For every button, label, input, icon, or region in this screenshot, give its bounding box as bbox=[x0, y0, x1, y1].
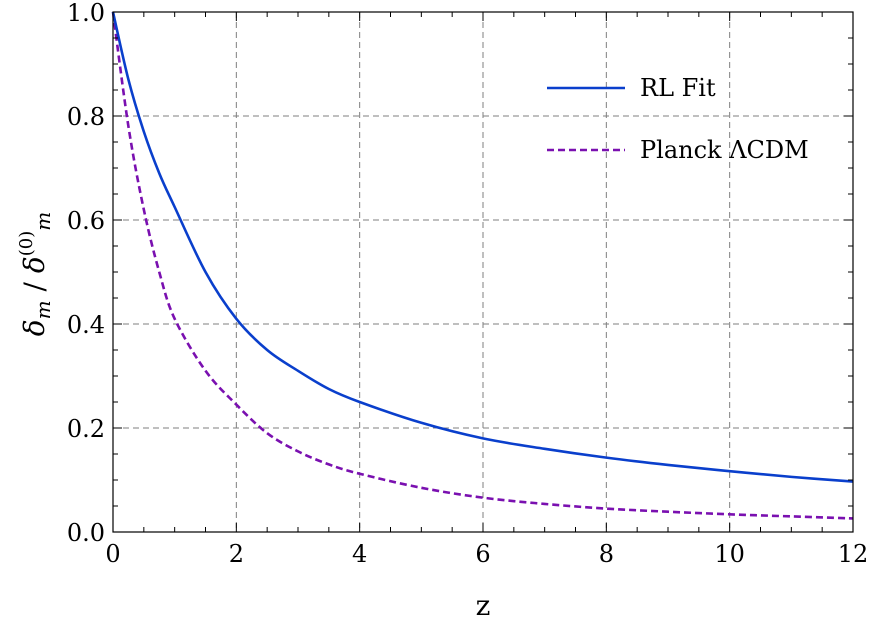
series-line-rl-fit bbox=[111, 11, 854, 483]
y-tick-label: 0.6 bbox=[67, 207, 105, 235]
x-tick-label: 8 bbox=[599, 540, 614, 568]
legend-label: RL Fit bbox=[640, 74, 716, 102]
ticks bbox=[112, 11, 854, 533]
x-tick-label: 2 bbox=[229, 540, 244, 568]
y-tick-label: 0.0 bbox=[67, 519, 105, 547]
x-tick-label: 10 bbox=[714, 540, 745, 568]
grid bbox=[113, 12, 853, 532]
legend-label: Planck ΛCDM bbox=[640, 136, 809, 164]
y-label-num-sub: m bbox=[31, 300, 55, 319]
x-tick-label: 6 bbox=[475, 540, 490, 568]
series-line-planck-lcdm bbox=[111, 11, 854, 520]
legend: RL Fit Planck ΛCDM bbox=[547, 74, 809, 164]
x-tick-label: 0 bbox=[105, 540, 120, 568]
x-tick-label: 12 bbox=[838, 540, 869, 568]
series-lines bbox=[111, 11, 854, 520]
y-tick-label: 0.2 bbox=[67, 415, 105, 443]
y-axis-label: δm / δ(0)m bbox=[16, 212, 55, 336]
y-tick-label: 1.0 bbox=[67, 0, 105, 27]
tick-labels: 0 2 4 6 8 10 12 0.0 0.2 0.4 0.6 0.8 1.0 bbox=[67, 0, 868, 568]
svg-text:δm / δ(0)m: δm / δ(0)m bbox=[16, 212, 55, 336]
x-axis-label: z bbox=[476, 589, 491, 622]
y-tick-label: 0.8 bbox=[67, 103, 105, 131]
x-tick-label: 4 bbox=[352, 540, 367, 568]
y-tick-label: 0.4 bbox=[67, 311, 105, 339]
y-label-num: δ bbox=[18, 319, 51, 336]
